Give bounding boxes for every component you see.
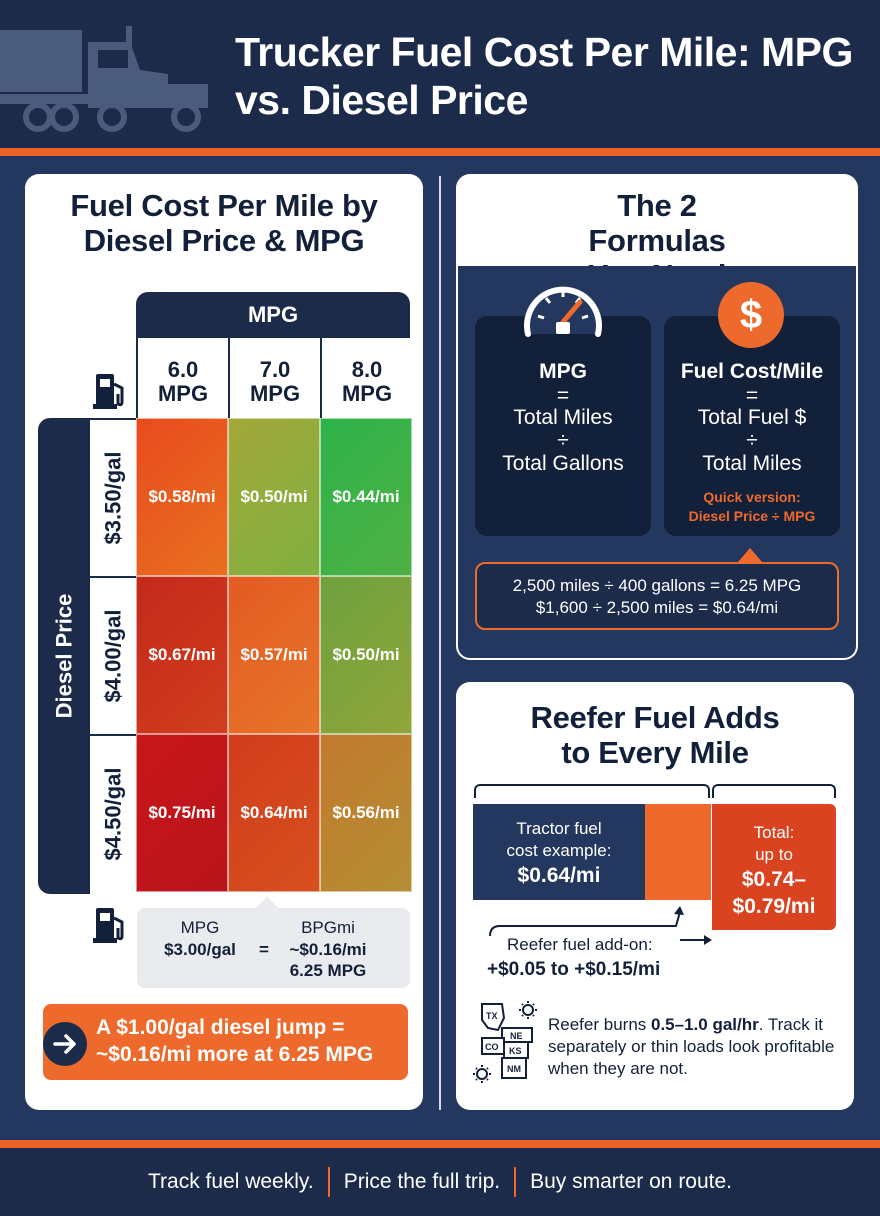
quick-version: Quick version: Diesel Price ÷ MPG	[688, 489, 816, 524]
mpg-header: MPG	[136, 292, 410, 338]
fuel-pump-icon	[93, 374, 124, 409]
price-row-350: $3.50/gal	[90, 418, 136, 576]
header-accent-bar	[0, 148, 880, 156]
column-divider	[439, 176, 441, 1110]
calc-price: $3.00/gal	[164, 940, 236, 959]
price-row-400: $4.00/gal	[90, 576, 136, 734]
cell-450-8: $0.56/mi	[320, 734, 412, 892]
fuel-pump-icon-bottom	[93, 908, 124, 943]
tractor-label: Tractor fuel cost example: $0.64/mi	[506, 819, 612, 887]
mpg-formula-card: MPG = Total Miles ÷ Total Gallons	[475, 316, 651, 536]
calc-equals: =	[259, 940, 269, 959]
cell-400-7: $0.57/mi	[228, 576, 320, 734]
formula-example: 2,500 miles ÷ 400 gallons = 6.25 MPG $1,…	[475, 562, 839, 630]
calc-box	[137, 896, 410, 988]
states-map-icon: TX NE CO KS NM	[473, 1001, 537, 1083]
price-row-450: $4.50/gal	[90, 734, 136, 892]
footer-tip-3: Buy smarter on route.	[530, 1170, 733, 1193]
calc-result: ~$0.16/mi	[289, 940, 367, 959]
diesel-price-label-wrap: Diesel Price	[38, 418, 90, 894]
example-mpg: 2,500 miles ÷ 400 gallons = 6.25 MPG	[512, 576, 802, 595]
cell-350-7: $0.50/mi	[228, 418, 320, 576]
state-co: CO	[485, 1042, 499, 1052]
diesel-price-label: Diesel Price	[51, 593, 76, 719]
state-tx: TX	[486, 1011, 498, 1021]
addon-arrows	[489, 906, 712, 945]
header: Trucker Fuel Cost Per Mile: MPG vs. Dies…	[0, 0, 880, 148]
state-ne: NE	[510, 1031, 523, 1041]
example-cost: $1,600 ÷ 2,500 miles = $0.64/mi	[535, 598, 779, 617]
footer-accent-bar	[0, 1140, 880, 1148]
cell-350-8: $0.44/mi	[320, 418, 412, 576]
cell-450-6: $0.75/mi	[136, 734, 228, 892]
diesel-price-sidebar	[38, 418, 90, 894]
cost-formula-card: Fuel Cost/Mile = Total Fuel $ ÷ Total Mi…	[664, 316, 840, 536]
calc-bpg: BPGmi	[301, 918, 355, 937]
state-nm: NM	[507, 1064, 521, 1074]
dollar-icon: $	[718, 282, 784, 348]
example-pointer	[738, 548, 762, 562]
footer-tip-2: Price the full trip.	[343, 1170, 501, 1193]
total-bracket	[712, 784, 836, 798]
footer-tip-1: Track fuel weekly.	[147, 1170, 314, 1193]
reefer-title: Reefer Fuel Adds to Every Mile	[530, 700, 780, 770]
calc-mpg-value: 6.25 MPG	[289, 961, 367, 980]
reefer-fuel-bar	[645, 804, 711, 900]
footer-separator	[327, 1167, 330, 1197]
total-label: Total: up to $0.74–$0.79/mi	[732, 823, 816, 918]
reefer-addon: Reefer fuel add-on: +$0.05 to +$0.15/mi	[487, 935, 661, 980]
reefer-note: Reefer burns 0.5–1.0 gal/hr. Track it se…	[548, 1015, 835, 1078]
total-fuel-bar	[712, 804, 836, 930]
price-jump-alert	[43, 1004, 408, 1080]
arrow-right-icon	[43, 1022, 87, 1066]
tractor-bracket	[474, 784, 710, 798]
cell-400-8: $0.50/mi	[320, 576, 412, 734]
mpg-column-8: 8.0 MPG	[320, 338, 412, 418]
cell-350-6: $0.58/mi	[136, 418, 228, 576]
truck-icon	[0, 26, 208, 132]
cell-400-6: $0.67/mi	[136, 576, 228, 734]
mpg-column-7: 7.0 MPG	[228, 338, 320, 418]
tractor-fuel-bar	[473, 804, 645, 900]
cell-450-7: $0.64/mi	[228, 734, 320, 892]
mpg-column-6: 6.0 MPG	[136, 338, 228, 418]
calc-mpg: MPG	[180, 918, 220, 937]
speedometer-icon	[524, 286, 602, 337]
page-title: Trucker Fuel Cost Per Mile: MPG vs. Dies…	[235, 29, 853, 123]
footer: Track fuel weekly. Price the full trip. …	[0, 1148, 880, 1216]
alert-text: A $1.00/gal diesel jump = ~$0.16/mi more…	[96, 1016, 374, 1066]
footer-separator	[514, 1167, 517, 1197]
state-ks: KS	[509, 1046, 522, 1056]
cost-table-title: Fuel Cost Per Mile by Diesel Price & MPG	[70, 188, 378, 258]
